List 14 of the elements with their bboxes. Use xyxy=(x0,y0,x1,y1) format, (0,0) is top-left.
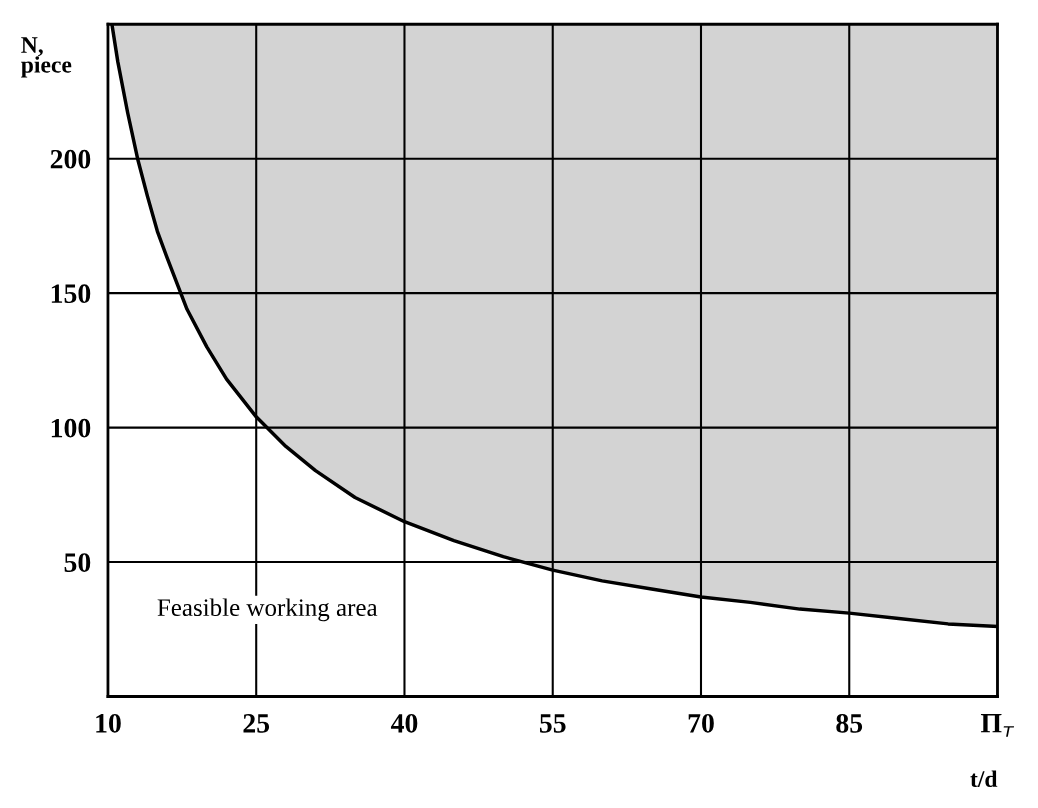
x-axis-title: t/d xyxy=(970,770,998,788)
x-tick-label: 55 xyxy=(539,714,566,733)
y-tick-label: 150 xyxy=(51,284,91,304)
x-tick-label: Π$_{т}$ xyxy=(980,714,1015,737)
annotation: Feasible working area xyxy=(157,598,378,622)
x-tick-label: 10 xyxy=(96,713,121,733)
x-tick-label: 25 xyxy=(243,714,270,733)
x-tick-label: 85 xyxy=(836,713,863,733)
y-tick-label: 50 xyxy=(64,553,91,572)
y-tick-label: 200 xyxy=(50,149,91,169)
y-tick-label: 100 xyxy=(51,418,91,438)
y-axis-title: N, piece xyxy=(21,37,72,78)
x-tick-label: 70 xyxy=(688,713,714,733)
x-tick-label: 40 xyxy=(390,713,418,733)
